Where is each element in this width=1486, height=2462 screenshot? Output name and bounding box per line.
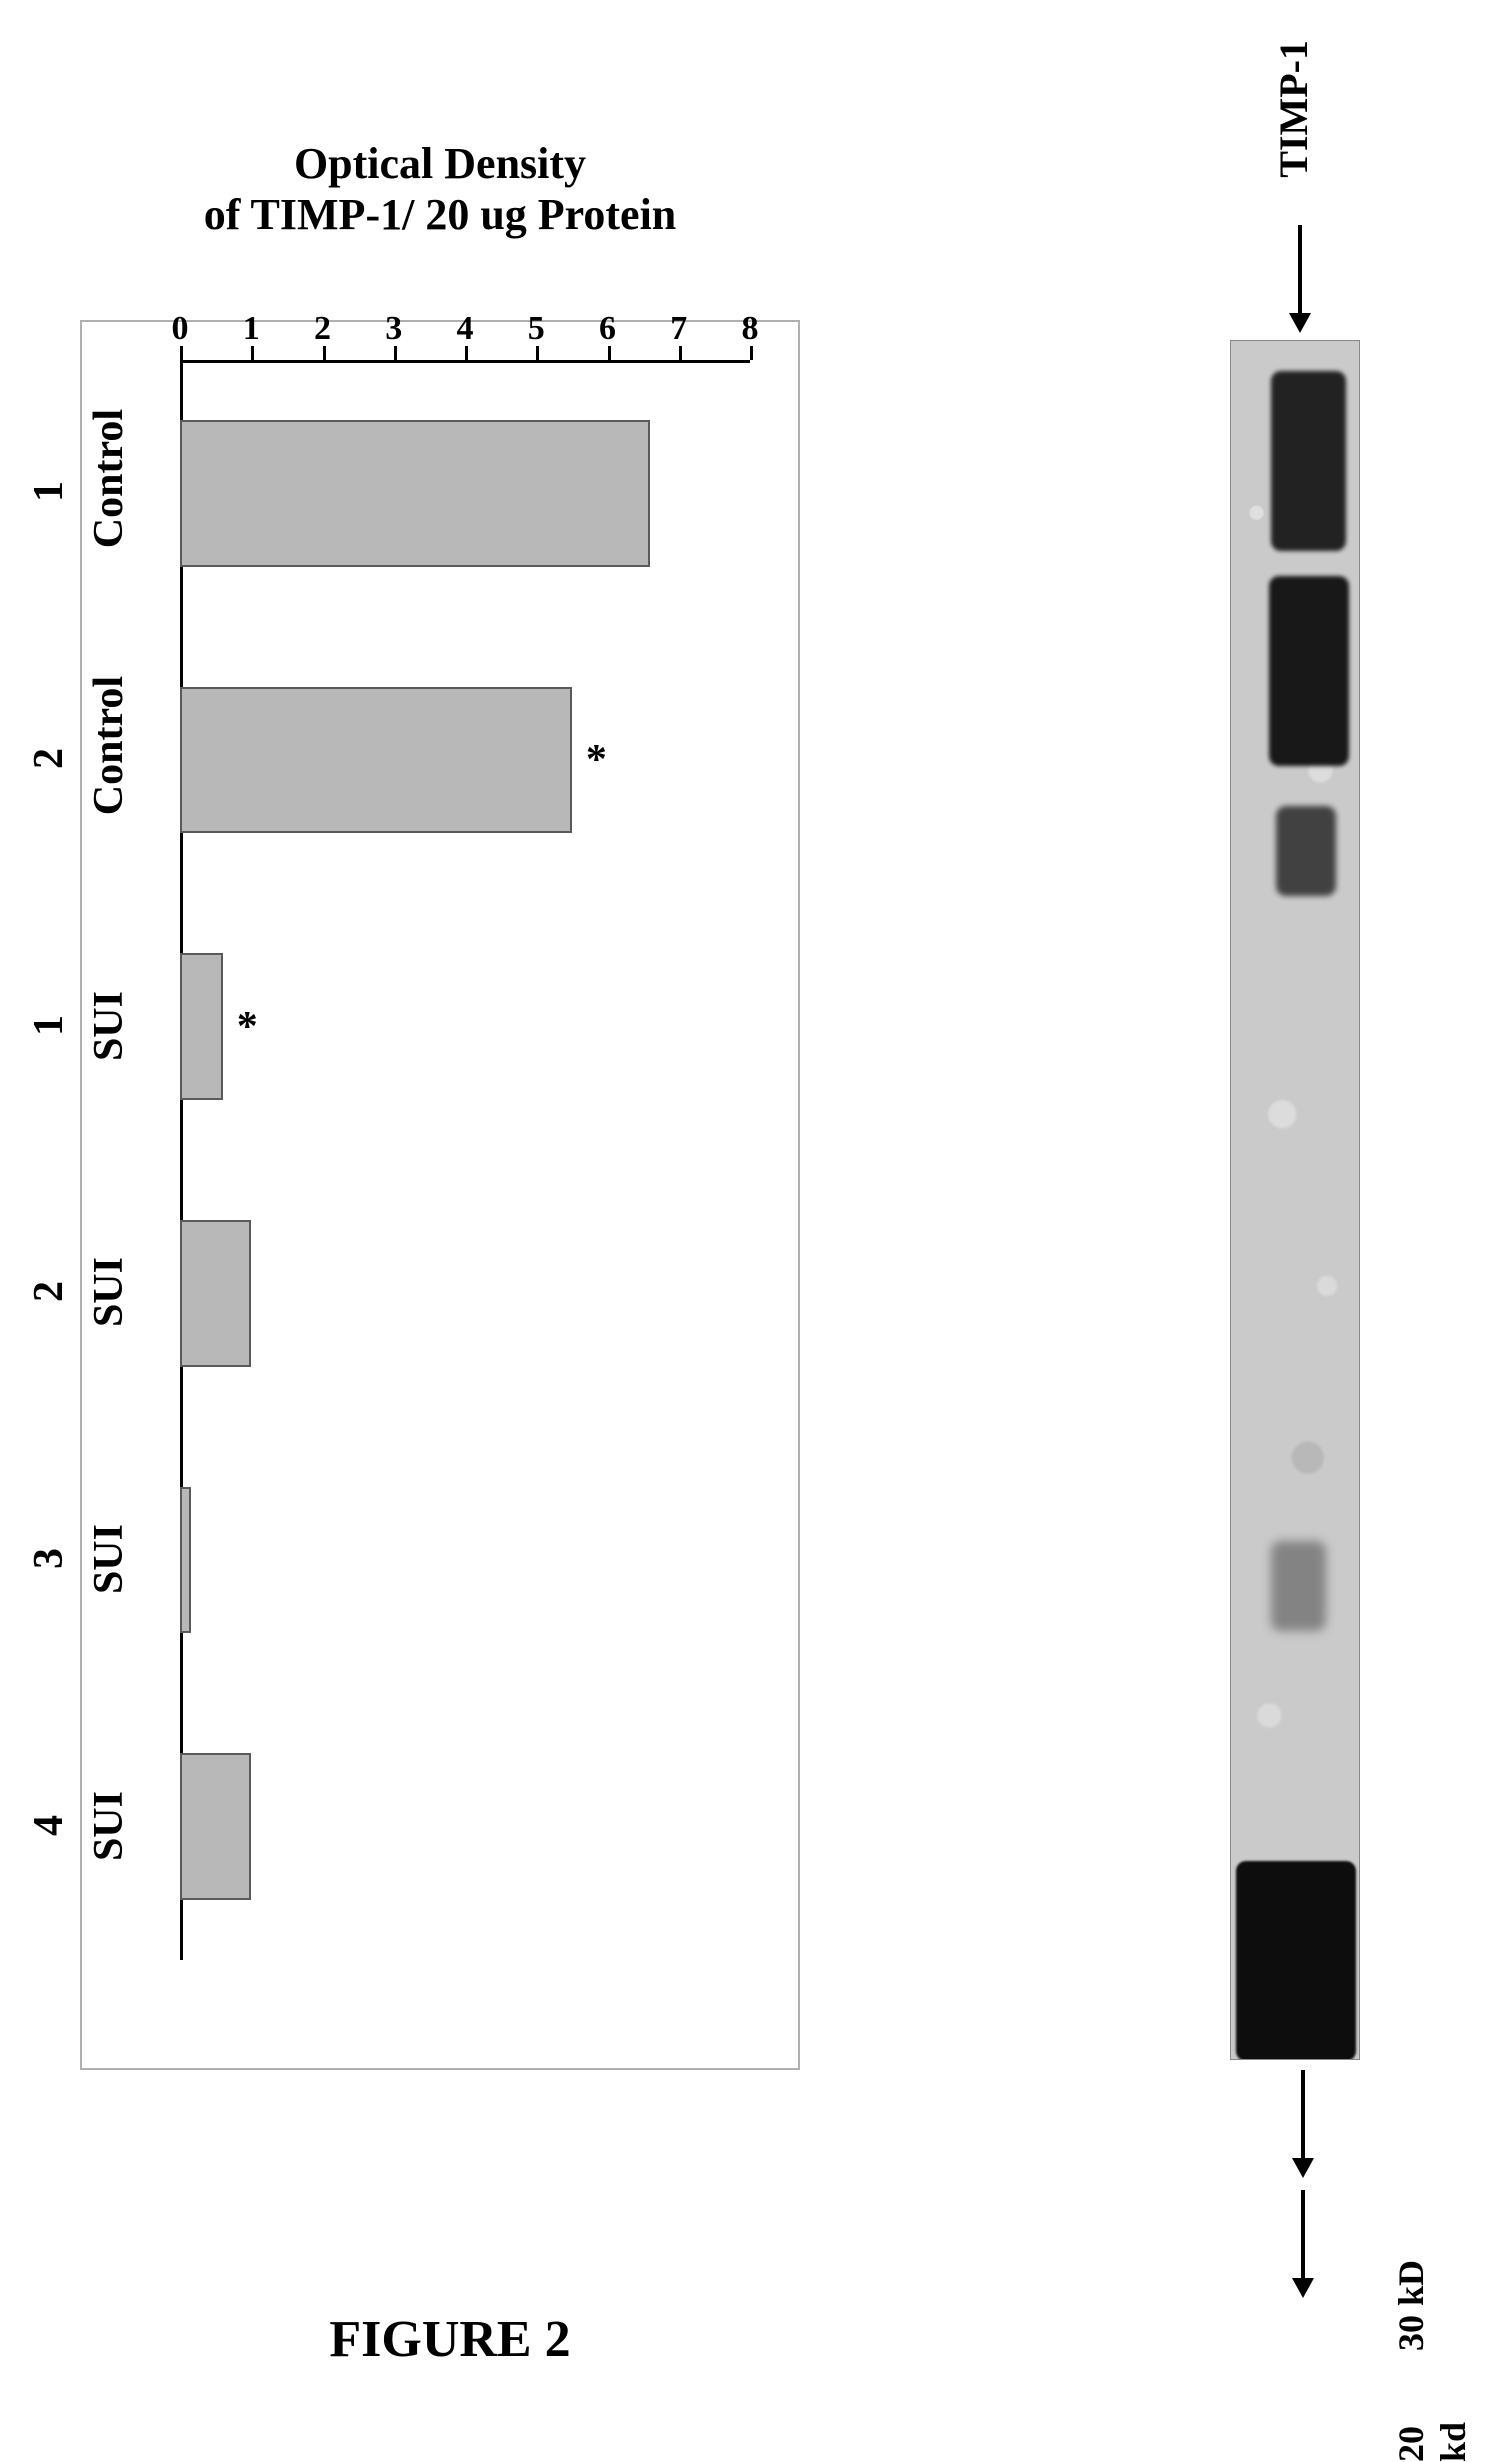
gel-band [1271,371,1346,551]
marker-label: 30 kD [1390,2260,1432,2351]
axis-tick [679,346,682,360]
axis-tick-label: 0 [172,310,189,348]
chart-title: Optical Density of TIMP-1/ 20 ug Protein [80,138,800,240]
axis-tick [608,346,611,360]
arrow-down-icon [1285,225,1315,335]
axis-tick-label: 6 [599,310,616,348]
axis-tick [536,346,539,360]
significance-marker: * [586,736,607,784]
chart-bar [180,1753,251,1900]
figure-page: TIMP-1 30 kD 20 kd Optical Density of TIM… [0,0,1486,2462]
marker-label: 20 kd [1390,2380,1474,2462]
category-number: 1 [25,1015,73,1036]
category-number: 1 [25,481,73,502]
category-label: Control [85,409,133,548]
axis-tick-label: 3 [385,310,402,348]
gel-band [1269,576,1349,766]
category-label: SUI [85,1791,133,1861]
category-number: 2 [25,748,73,769]
category-label: SUI [85,991,133,1061]
gel-band [1276,806,1336,896]
chart-bar [180,953,223,1100]
chart-bar [180,420,650,567]
category-axis [180,360,750,363]
category-label: SUI [85,1257,133,1327]
gel-band [1236,1861,1356,2060]
chart-bar [180,1487,191,1634]
axis-tick [465,346,468,360]
axis-tick-label: 7 [670,310,687,348]
category-number: 3 [25,1548,73,1569]
axis-tick [394,346,397,360]
axis-tick-label: 2 [314,310,331,348]
gel-band [1271,1541,1326,1631]
category-label: Control [85,676,133,815]
chart-bar [180,687,572,834]
axis-tick [323,346,326,360]
axis-tick [251,346,254,360]
axis-tick [180,346,183,360]
axis-tick-label: 8 [742,310,759,348]
value-axis [180,360,183,1960]
category-number: 4 [25,1815,73,1836]
figure-caption: FIGURE 2 [0,2310,900,2369]
chart-title-line1: Optical Density [80,138,800,189]
protein-label: TIMP-1 [1270,40,1317,178]
category-label: SUI [85,1524,133,1594]
arrow-down-icon [1288,2190,1318,2300]
arrow-down-icon [1288,2070,1318,2180]
axis-tick-label: 5 [528,310,545,348]
western-blot-strip [1230,340,1360,2060]
axis-tick-label: 1 [243,310,260,348]
axis-tick-label: 4 [457,310,474,348]
axis-tick [750,346,753,360]
chart-bar [180,1220,251,1367]
category-number: 2 [25,1281,73,1302]
significance-marker: * [237,1003,258,1051]
plot-area: ** [180,360,750,1960]
chart-title-line2: of TIMP-1/ 20 ug Protein [80,189,800,240]
